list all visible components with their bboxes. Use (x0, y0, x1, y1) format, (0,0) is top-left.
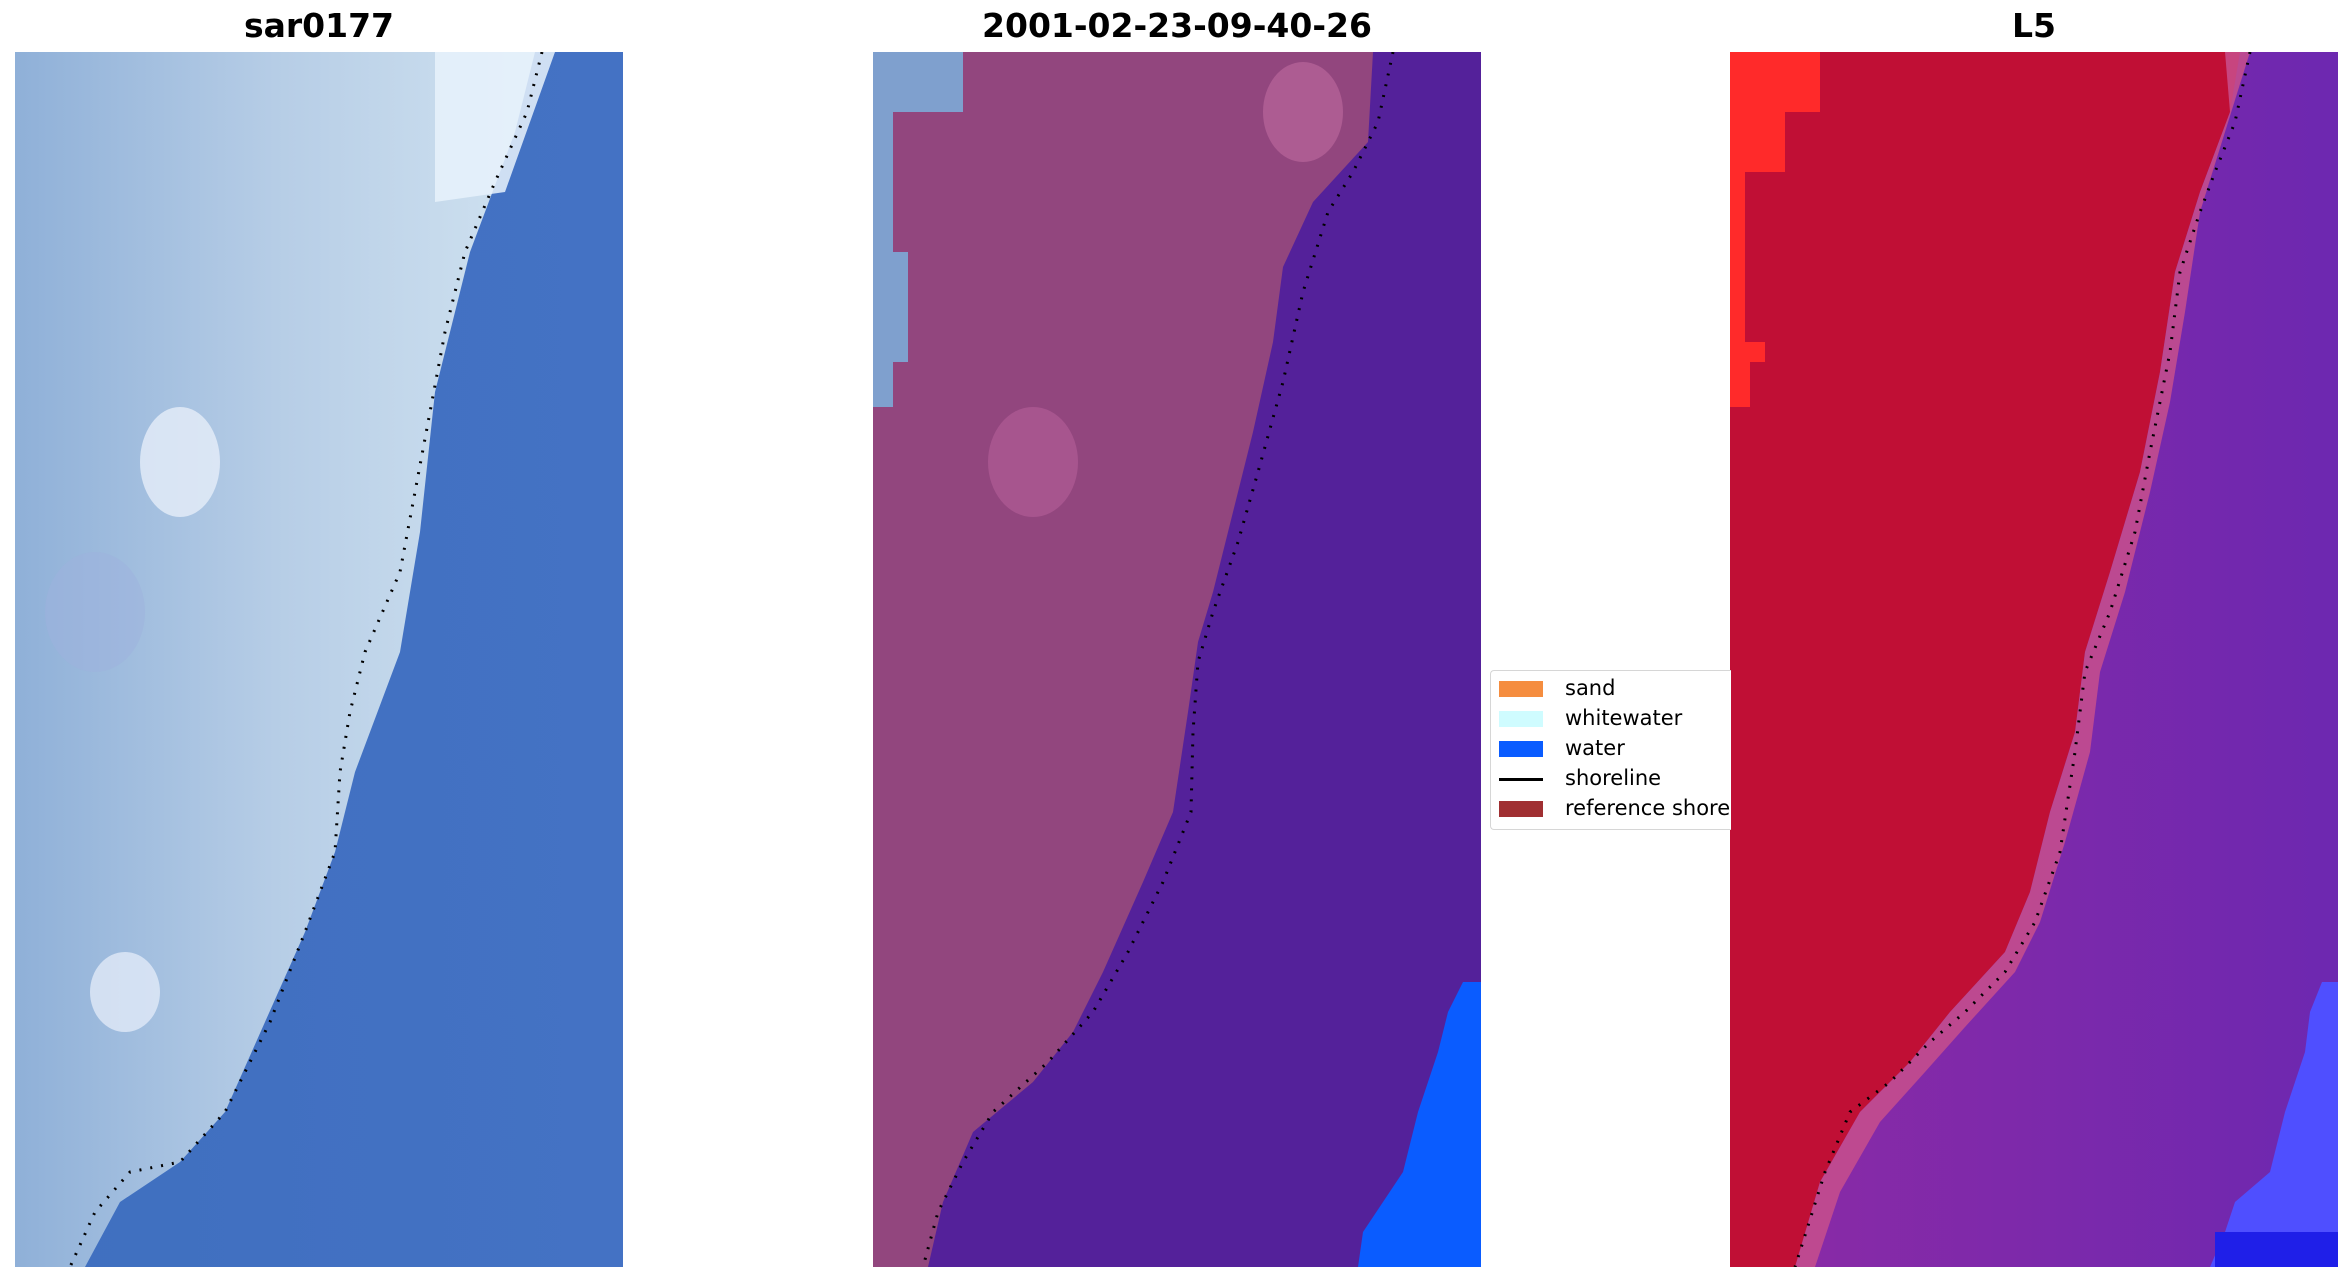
l5-index-panel (1730, 52, 2338, 1267)
dark-patch (45, 552, 145, 672)
rgb-image (15, 52, 623, 1267)
legend-item-sand: sand (1499, 675, 1731, 701)
legend-item-whitewater: whitewater (1499, 705, 1731, 731)
land-class-area (873, 52, 1373, 1267)
l5-index-image (1730, 52, 2338, 1267)
whitewater-swatch (1499, 711, 1543, 727)
sand-swatch (1499, 681, 1543, 697)
legend-label-sand: sand (1565, 676, 1616, 700)
legend-item-reference-shoreline: reference shoreline (1499, 795, 1731, 821)
legend-item-water: water (1499, 735, 1731, 761)
bright-patch (140, 407, 220, 517)
legend-label-whitewater: whitewater (1565, 706, 1683, 730)
legend-label-shoreline: shoreline (1565, 766, 1662, 790)
deep-water-patch (2215, 1232, 2338, 1267)
legend-label-water: water (1565, 736, 1625, 760)
panel-title-mndwi: L5 (2012, 6, 2056, 45)
shoreline (921, 52, 1395, 1267)
land-index-area (1730, 52, 2240, 1267)
light-patch (988, 407, 1078, 517)
classification-panel (873, 52, 1481, 1267)
whitewater-class-area (873, 52, 963, 407)
light-patch (1263, 62, 1343, 162)
legend: sand whitewater water shoreline referenc… (1490, 670, 1731, 830)
bright-patch (90, 952, 160, 1032)
reference-shoreline-swatch (1499, 801, 1543, 817)
rgb-image-panel (15, 52, 623, 1267)
panel-title-classification: 2001-02-23-09-40-26 (982, 6, 1372, 45)
legend-item-shoreline: shoreline (1499, 765, 1731, 791)
water-swatch (1499, 741, 1543, 757)
panel-title-rgb: sar0177 (243, 6, 395, 45)
bright-sand-patch (435, 52, 555, 202)
bright-land-area (1730, 52, 1820, 407)
water-bright-area (1358, 982, 1481, 1267)
shoreline-line-swatch (1499, 778, 1543, 781)
classification-image (873, 52, 1481, 1267)
bright-water-area (2210, 982, 2338, 1267)
legend-label-reference-shoreline: reference shoreline (1565, 796, 1731, 820)
